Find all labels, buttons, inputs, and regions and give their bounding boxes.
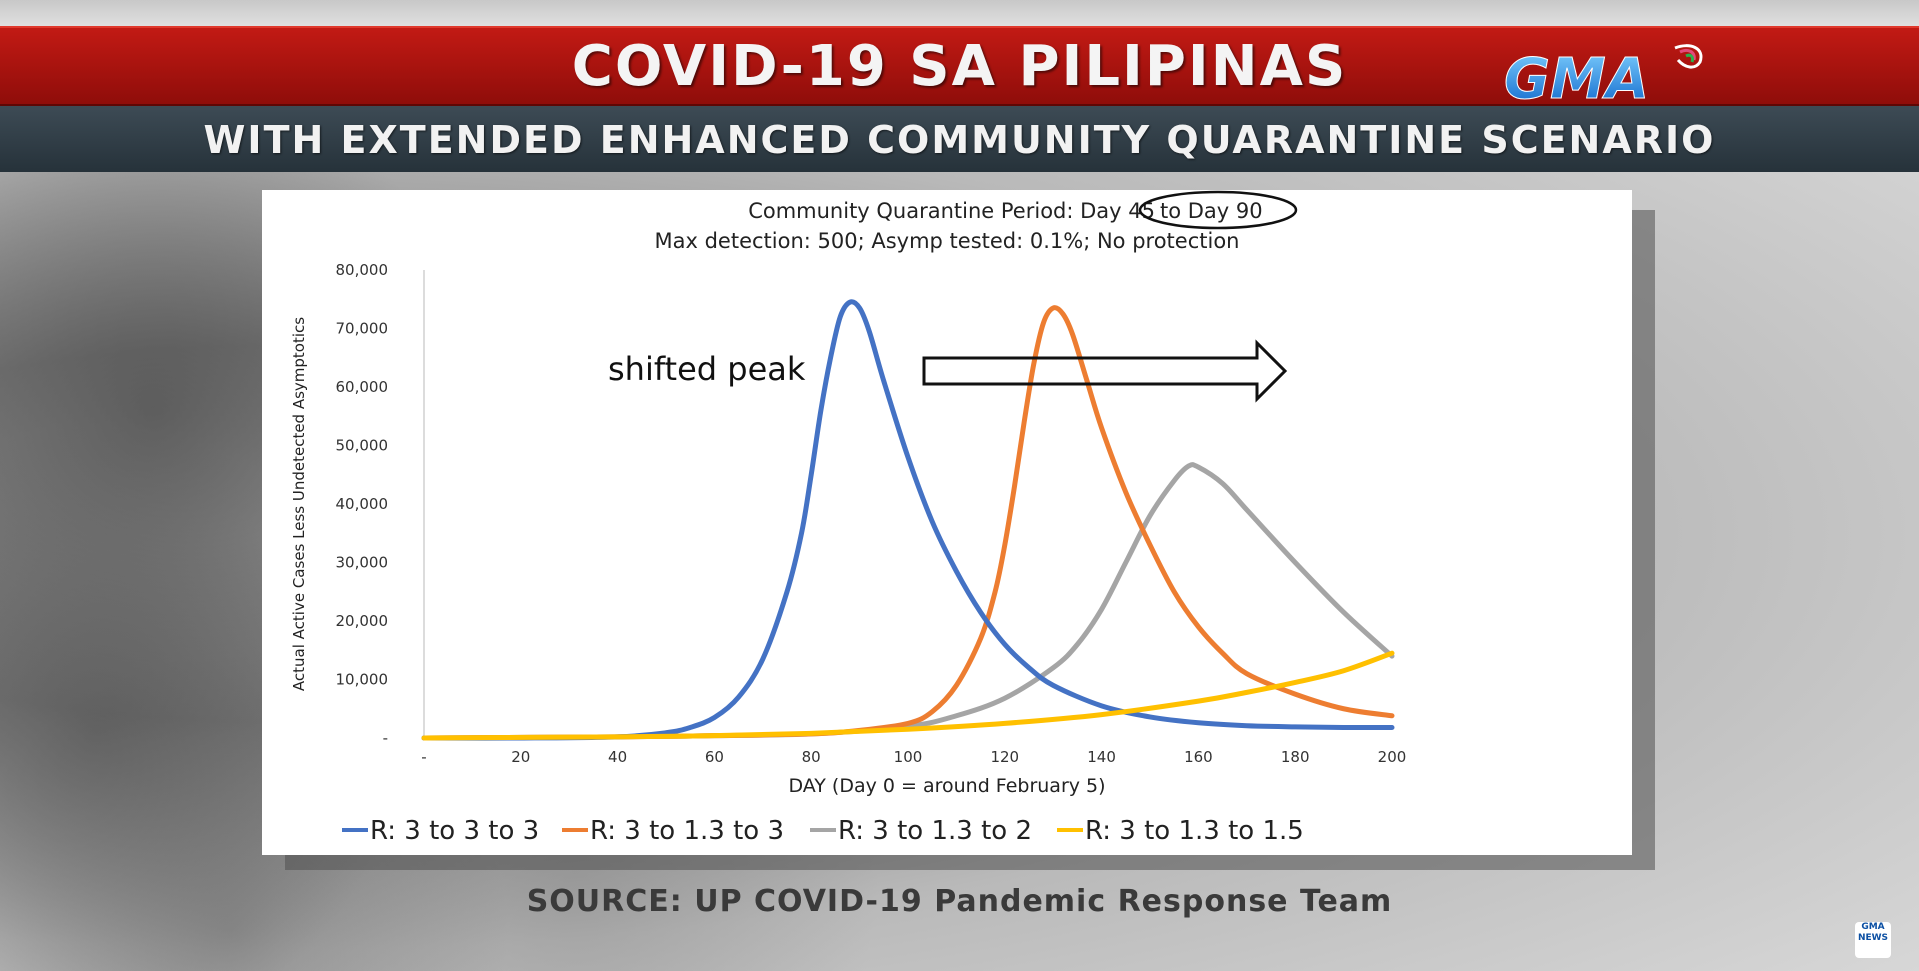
series-line (421, 462, 1395, 741)
page-subtitle: WITH EXTENDED ENHANCED COMMUNITY QUARANT… (203, 118, 1716, 162)
top-strip (0, 0, 1919, 26)
y-tick-label: 60,000 (336, 378, 389, 396)
corner-logo-text: GMA NEWS (1857, 922, 1889, 943)
legend-label: R: 3 to 3 to 3 (370, 816, 539, 846)
y-tick-label: 70,000 (336, 320, 389, 338)
series-line (421, 299, 1395, 741)
chart-card: Community Quarantine Period: Day 45 to D… (262, 190, 1632, 855)
y-tick-label: - (383, 729, 388, 747)
series-group (421, 299, 1395, 741)
x-tick-label: 60 (705, 748, 724, 766)
legend: R: 3 to 3 to 3 R: 3 to 1.3 to 3 R: 3 to 1.… (342, 816, 1304, 846)
y-tick-label: 10,000 (336, 671, 389, 689)
series-line (421, 305, 1395, 741)
x-axis-label: DAY (Day 0 = around February 5) (788, 775, 1105, 797)
gma-logo-icon: GMA (1504, 44, 1703, 106)
series-line (421, 650, 1395, 741)
legend-label: R: 3 to 1.3 to 3 (590, 816, 784, 846)
x-tick-label: 120 (990, 748, 1019, 766)
x-axis-ticks: - 20 40 60 80 100 120 140 160 180 200 (421, 748, 1406, 766)
legend-label: R: 3 to 1.3 to 1.5 (1085, 816, 1304, 846)
x-tick-label: 100 (894, 748, 923, 766)
shifted-peak-arrow-icon (922, 339, 1288, 403)
y-tick-label: 20,000 (336, 612, 389, 630)
gma-news-corner-logo: GMA NEWS (1855, 922, 1891, 958)
chart-title-line1b: to Day 90 (1160, 199, 1263, 223)
subtitle-bar: WITH EXTENDED ENHANCED COMMUNITY QUARANT… (0, 106, 1919, 172)
line-chart: Community Quarantine Period: Day 45 to D… (290, 190, 1406, 846)
y-tick-label: 80,000 (336, 261, 389, 279)
y-axis-label: Actual Active Cases Less Undetected Asym… (290, 317, 308, 691)
chart-title-line2: Max detection: 500; Asymp tested: 0.1%; … (655, 229, 1240, 253)
title-bar: COVID-19 SA PILIPINAS GMA (0, 26, 1919, 106)
title-circle-annotation (1138, 190, 1298, 230)
y-tick-label: 50,000 (336, 437, 389, 455)
x-tick-label: 40 (608, 748, 627, 766)
page-title: COVID-19 SA PILIPINAS (571, 34, 1348, 99)
x-tick-label: 20 (511, 748, 530, 766)
source-credit: SOURCE: UP COVID-19 Pandemic Response Te… (526, 884, 1393, 919)
x-tick-label: 80 (802, 748, 821, 766)
x-tick-label: 140 (1087, 748, 1116, 766)
y-axis-ticks: - 10,000 20,000 30,000 40,000 50,000 60,000 70,… (336, 261, 389, 747)
x-tick-label: - (421, 748, 426, 766)
x-tick-label: 160 (1184, 748, 1213, 766)
brand-label: GMA (1504, 47, 1649, 106)
x-tick-label: 200 (1378, 748, 1407, 766)
legend-label: R: 3 to 1.3 to 2 (838, 816, 1032, 846)
chart-title-line1a: Community Quarantine Period: Day 45 (748, 199, 1155, 223)
y-tick-label: 30,000 (336, 554, 389, 572)
y-tick-label: 40,000 (336, 495, 389, 513)
x-tick-label: 180 (1281, 748, 1310, 766)
shifted-peak-annotation: shifted peak (608, 350, 806, 388)
